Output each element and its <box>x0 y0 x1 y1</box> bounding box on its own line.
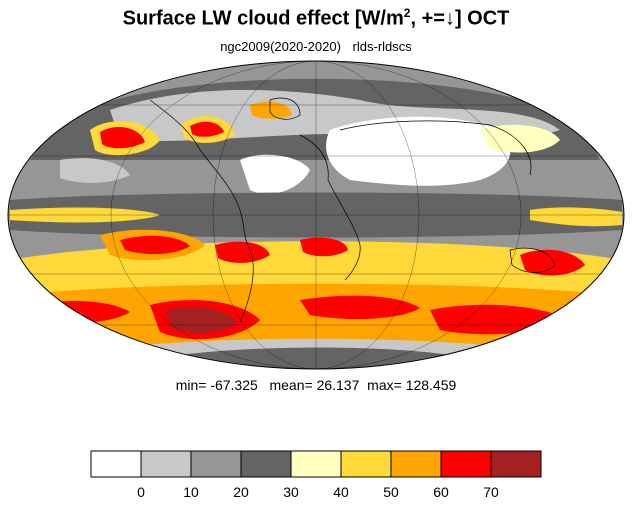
colorbar-tick-label: 30 <box>283 484 299 500</box>
greenland-coast <box>269 97 301 120</box>
colorbar-box-2 <box>190 450 242 478</box>
field-siberia-pale <box>480 124 560 153</box>
field-wpac-yellow <box>530 207 622 227</box>
mollweide-map <box>7 60 625 370</box>
title-superscript: 2 <box>403 6 411 20</box>
colorbar-box-3 <box>240 450 292 478</box>
colorbar-tick-label: 20 <box>233 484 249 500</box>
case-name: ngc2009(2020-2020) <box>220 39 341 54</box>
australia-coast <box>509 247 556 273</box>
colorbar-tick-label: 70 <box>483 484 499 500</box>
field-aus-red <box>520 249 585 276</box>
colorbar-tick-label: 0 <box>137 484 145 500</box>
colorbar-boxes <box>90 450 542 478</box>
max-value: 128.459 <box>405 377 457 393</box>
field-antarctica-dark <box>180 347 450 369</box>
field-sindian-red <box>300 237 348 257</box>
colorbar-box-5 <box>340 450 392 478</box>
colorbar-box-7 <box>440 450 492 478</box>
field-so-red-east <box>300 295 420 320</box>
colorbar: 0 10 20 30 40 50 60 70 <box>90 450 542 500</box>
field-atlantic-white <box>240 154 310 194</box>
colorbar-box-4 <box>290 450 342 478</box>
map-border <box>7 60 625 370</box>
mean-label: mean= <box>269 377 313 393</box>
colorbar-tick-label: 40 <box>333 484 349 500</box>
plot-title: Surface LW cloud effect [W/m2, +=↓] OCT <box>0 6 632 31</box>
field-eurasia-white <box>326 116 511 186</box>
colorbar-box-0 <box>90 450 142 478</box>
title-text: Surface LW cloud effect [W/m <box>122 7 404 30</box>
plot-subtitle: ngc2009(2020-2020) rlds-rldscs <box>0 39 632 54</box>
field-sepac-red <box>120 235 190 255</box>
variable-name: rlds-rldscs <box>352 39 412 54</box>
field-natl-red <box>190 121 224 137</box>
field-pac-light <box>60 158 130 183</box>
statistics-line: min= -67.325 mean= 26.137 max= 128.459 <box>0 377 632 393</box>
colorbar-tick-label: 50 <box>383 484 399 500</box>
africa-coast <box>299 134 361 281</box>
field-so-darkred <box>165 306 238 334</box>
min-label: min= <box>175 377 207 393</box>
colorbar-box-6 <box>390 450 442 478</box>
field-npac-red <box>100 127 145 149</box>
min-value: -67.325 <box>210 377 258 393</box>
field-satl-red <box>215 241 270 263</box>
mean-value: 26.137 <box>316 377 360 393</box>
colorbar-tick-label: 10 <box>183 484 199 500</box>
field-greenland-orange <box>250 101 292 119</box>
colorbar-box-1 <box>140 450 192 478</box>
eurasia-coast <box>339 120 532 176</box>
coastlines <box>149 97 556 323</box>
title-suffix: , +=↓] OCT <box>410 7 510 30</box>
max-label: max= <box>367 377 402 393</box>
colorbar-tick-label: 60 <box>433 484 449 500</box>
colorbar-labels: 0 10 20 30 40 50 60 70 <box>137 484 499 500</box>
map-field <box>8 61 624 369</box>
americas-coast <box>149 99 254 323</box>
colorbar-box-8 <box>490 450 542 478</box>
